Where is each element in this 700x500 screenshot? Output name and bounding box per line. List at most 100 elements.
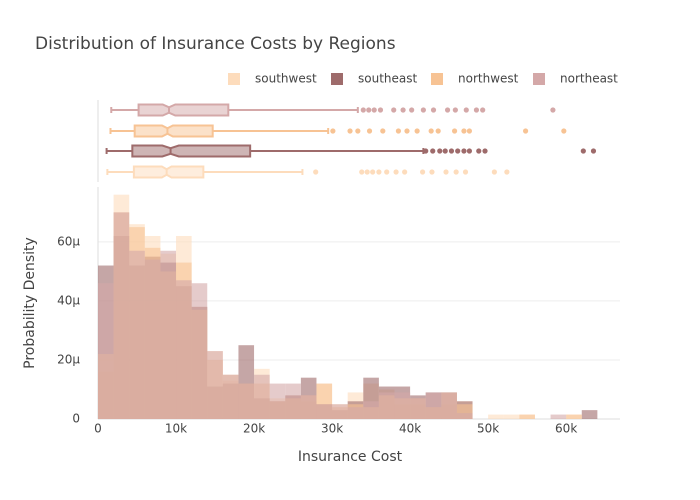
histogram-bar: [207, 351, 223, 419]
outlier: [491, 169, 497, 175]
outlier: [437, 148, 443, 154]
legend-label[interactable]: northeast: [560, 72, 618, 86]
x-tick-label: 30k: [321, 422, 343, 436]
outlier: [561, 128, 567, 134]
outlier: [355, 128, 361, 134]
legend-swatch[interactable]: [228, 73, 240, 85]
histogram-bar: [160, 250, 177, 419]
histogram-bar: [425, 392, 442, 419]
outlier: [423, 148, 429, 154]
y-axis-title: Probability Density: [22, 237, 38, 369]
outlier: [409, 107, 415, 113]
histogram-bar: [300, 395, 317, 419]
outlier: [504, 169, 510, 175]
histogram-bar: [550, 414, 567, 419]
histogram-bar: [519, 414, 535, 419]
outlier: [444, 107, 451, 113]
outlier: [430, 107, 437, 113]
chart-title: Distribution of Insurance Costs by Regio…: [35, 34, 396, 54]
outlier: [404, 128, 410, 134]
x-tick-label: 50k: [477, 422, 499, 436]
outlier: [377, 107, 384, 113]
outlier: [359, 169, 365, 175]
x-axis-title: Insurance Cost: [298, 449, 403, 465]
outlier: [376, 169, 382, 175]
x-tick-label: 60k: [555, 422, 577, 436]
outlier: [419, 169, 426, 175]
outlier: [452, 107, 458, 113]
y-tick-label: 40μ: [57, 293, 80, 307]
outlier: [476, 148, 482, 154]
box: [133, 124, 214, 138]
legend-label[interactable]: southeast: [358, 72, 417, 86]
histogram-bar: [254, 374, 270, 419]
outlier: [455, 148, 461, 154]
y-tick-label: 20μ: [57, 352, 80, 366]
legend-label[interactable]: southwest: [255, 72, 317, 86]
histogram-bar: [363, 401, 379, 419]
histogram-bar: [503, 414, 520, 419]
legend-label[interactable]: northwest: [458, 72, 519, 86]
histogram-bar: [316, 404, 333, 419]
outlier: [400, 107, 406, 113]
outlier: [442, 148, 448, 154]
outlier: [347, 128, 353, 134]
y-tick-label: 60μ: [57, 234, 80, 248]
outlier: [453, 169, 459, 175]
outlier: [435, 128, 441, 134]
outlier: [366, 107, 372, 113]
histogram-bar: [410, 398, 426, 419]
x-tick-label: 40k: [399, 422, 421, 436]
outlier: [522, 128, 529, 134]
histogram-bar: [98, 283, 114, 419]
outlier: [443, 169, 449, 175]
histogram-bar: [191, 283, 208, 419]
outlier: [393, 169, 399, 175]
legend-swatch[interactable]: [431, 73, 443, 85]
histogram-bar: [332, 404, 348, 419]
outlier: [466, 128, 473, 134]
histogram-bar: [581, 410, 598, 419]
outlier: [482, 148, 488, 154]
outlier: [402, 169, 408, 175]
histogram-bar: [113, 212, 130, 419]
outlier: [463, 107, 469, 113]
histogram-bar: [488, 414, 504, 419]
histogram-bar: [394, 392, 411, 419]
outlier: [391, 107, 397, 113]
x-tick-label: 20k: [243, 422, 265, 436]
outlier: [580, 148, 586, 154]
outlier: [428, 128, 434, 134]
histogram-bar: [129, 250, 145, 419]
outlier: [462, 169, 469, 175]
histogram-bar: [456, 413, 473, 419]
histogram-bar: [176, 280, 192, 419]
outlier: [313, 169, 319, 175]
outlier: [461, 148, 467, 154]
outlier: [420, 107, 426, 113]
outlier: [473, 107, 480, 113]
box: [132, 165, 205, 179]
histogram-bar: [238, 383, 255, 419]
legend-swatch[interactable]: [331, 73, 343, 85]
outlier: [380, 128, 386, 134]
outlier: [370, 169, 376, 175]
outlier: [480, 107, 486, 113]
outlier: [430, 148, 436, 154]
x-tick-label: 0: [94, 422, 102, 436]
outlier: [448, 148, 455, 154]
outlier: [466, 148, 473, 154]
box: [137, 103, 230, 117]
y-tick-label: 0: [72, 412, 80, 426]
histogram-bar: [441, 392, 457, 419]
outlier: [360, 107, 366, 113]
outlier: [330, 128, 336, 134]
outlier: [364, 169, 370, 175]
histogram-bar: [144, 259, 161, 419]
legend-swatch[interactable]: [533, 73, 545, 85]
x-tick-label: 10k: [165, 422, 187, 436]
outlier: [395, 128, 402, 134]
histogram-bar: [285, 383, 301, 419]
outlier: [371, 107, 377, 113]
